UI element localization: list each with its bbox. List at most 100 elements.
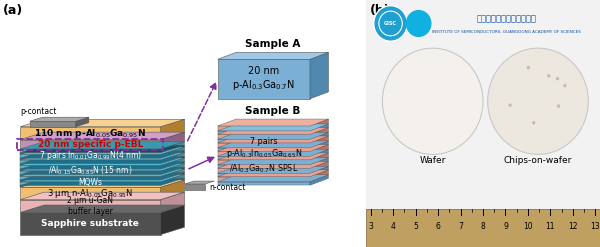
Polygon shape [218,141,328,148]
Polygon shape [161,132,185,149]
Polygon shape [218,153,328,160]
Polygon shape [310,158,328,168]
Polygon shape [218,177,310,182]
Polygon shape [218,124,328,131]
Polygon shape [161,167,185,176]
Polygon shape [218,126,310,131]
Polygon shape [20,171,161,175]
Polygon shape [218,151,310,156]
Polygon shape [161,174,185,185]
Bar [366,0,600,210]
Polygon shape [161,180,185,200]
Text: 7 pairs
p-Al$_{0.3}$In$_{0.05}$Ga$_{0.65}$N
/Al$_{0.3}$Ga$_{0.7}$N SPSL: 7 pairs p-Al$_{0.3}$In$_{0.05}$Ga$_{0.65… [226,137,302,175]
Polygon shape [20,154,161,158]
Text: 110 nm p-Al$_{0.05}$Ga$_{0.95}$N: 110 nm p-Al$_{0.05}$Ga$_{0.95}$N [34,127,146,140]
Text: Sapphire substrate: Sapphire substrate [41,219,139,228]
Polygon shape [20,145,185,153]
Polygon shape [218,161,328,168]
Polygon shape [20,149,161,153]
Text: (b): (b) [370,4,390,17]
Text: 7 pairs In$_{0.01}$Ga$_{0.99}$N(4 nm)
/Al$_{0.15}$Ga$_{0.85}$N (15 nm)
MQWs: 7 pairs In$_{0.01}$Ga$_{0.99}$N(4 nm) /A… [39,149,142,187]
Polygon shape [161,142,185,153]
Circle shape [382,48,483,154]
Text: 13: 13 [590,222,600,230]
Polygon shape [20,212,161,235]
Polygon shape [218,158,328,165]
Polygon shape [20,176,161,180]
Polygon shape [161,147,185,158]
Polygon shape [310,153,328,165]
Text: Wafer: Wafer [419,156,446,165]
Polygon shape [161,169,185,180]
Polygon shape [161,164,185,175]
Polygon shape [218,132,328,139]
Text: INSTITUTE OF SEMICONDUCTORS, GUANGDONG ACADEMY OF SCIENCES: INSTITUTE OF SEMICONDUCTORS, GUANGDONG A… [432,30,581,34]
Text: (a): (a) [3,4,23,17]
Polygon shape [310,149,328,160]
Polygon shape [20,200,161,212]
Polygon shape [218,160,310,165]
Polygon shape [218,170,328,177]
Circle shape [406,10,431,37]
Polygon shape [218,156,310,160]
Polygon shape [161,152,185,164]
Polygon shape [20,178,185,185]
Polygon shape [161,205,185,235]
Polygon shape [20,169,185,176]
Circle shape [557,104,560,108]
Bar [17,139,163,150]
Polygon shape [218,136,328,143]
Circle shape [374,6,407,41]
Polygon shape [20,185,161,187]
Polygon shape [218,119,328,126]
Polygon shape [185,181,214,184]
Polygon shape [20,187,161,200]
Bar [366,209,600,247]
Text: p-contact: p-contact [20,107,56,116]
Text: 3 μm n-Al$_{0.05}$Ga$_{0.95}$N: 3 μm n-Al$_{0.05}$Ga$_{0.95}$N [47,187,134,200]
Polygon shape [185,184,205,190]
Polygon shape [218,166,328,173]
Polygon shape [29,117,89,121]
Circle shape [527,66,530,69]
Polygon shape [161,192,185,212]
Text: 2 μm u-GaN
buffer layer: 2 μm u-GaN buffer layer [67,196,113,216]
Polygon shape [20,151,185,158]
Polygon shape [310,119,328,131]
Text: Sample B: Sample B [245,106,301,116]
Text: 5: 5 [413,222,418,230]
Polygon shape [218,134,310,139]
Polygon shape [20,192,185,200]
Polygon shape [161,158,185,169]
Polygon shape [218,149,328,156]
Polygon shape [161,156,185,165]
Polygon shape [218,182,310,185]
Circle shape [563,84,566,87]
Polygon shape [161,173,185,182]
Text: 12: 12 [568,222,578,230]
Polygon shape [20,182,161,185]
Polygon shape [20,169,161,171]
Text: 6: 6 [436,222,440,230]
Polygon shape [20,153,161,154]
Polygon shape [161,162,185,171]
Polygon shape [20,158,185,165]
Polygon shape [20,175,161,176]
Circle shape [532,121,535,124]
Circle shape [556,77,559,80]
Polygon shape [218,127,328,134]
Polygon shape [218,52,328,59]
Text: Sample A: Sample A [245,39,301,49]
Polygon shape [310,132,328,143]
Polygon shape [218,165,310,168]
Polygon shape [161,151,185,160]
Polygon shape [20,127,161,140]
Text: n-contact: n-contact [209,183,245,192]
Text: 4: 4 [391,222,395,230]
Polygon shape [310,175,328,185]
Polygon shape [218,148,310,151]
Polygon shape [310,124,328,134]
Circle shape [488,48,588,154]
Circle shape [547,74,550,78]
Polygon shape [218,131,310,134]
